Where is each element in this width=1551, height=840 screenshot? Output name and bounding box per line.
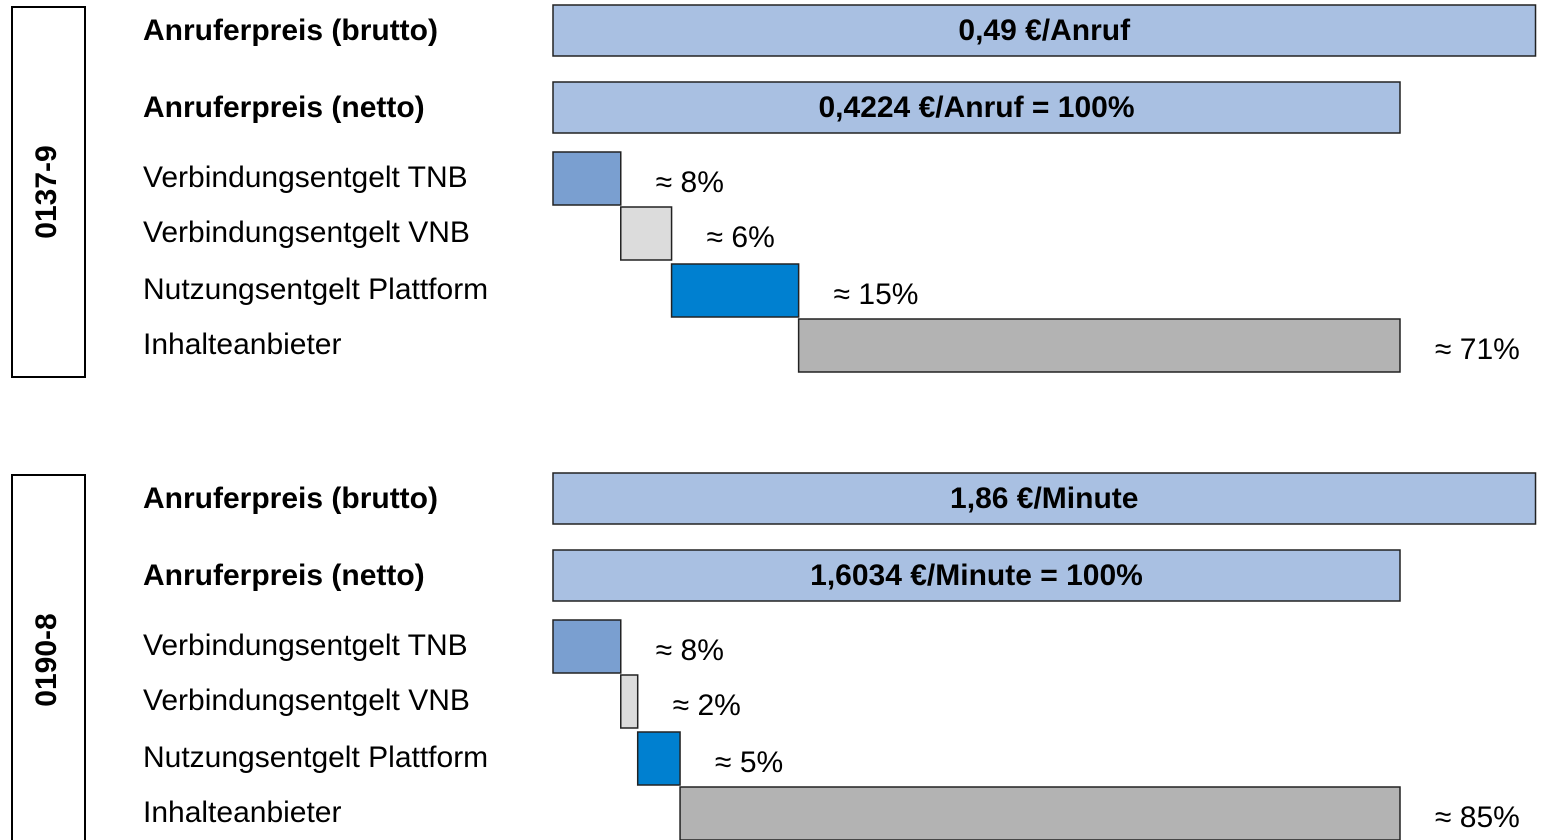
total-name: Anruferpreis (brutto): [143, 14, 438, 47]
category-label: Verbindungsentgelt TNB: [143, 629, 468, 662]
category-label: Nutzungsentgelt Plattform: [143, 273, 488, 306]
category-label: Inhalteanbieter: [143, 796, 342, 829]
total-label: 0,4224 €/Anruf = 100%: [818, 91, 1134, 124]
value-label: ≈ 5%: [715, 746, 783, 779]
segment: [620, 674, 639, 729]
total-label: 1,86 €/Minute: [950, 482, 1138, 515]
total-label: 1,6034 €/Minute = 100%: [810, 559, 1143, 592]
value-label: ≈ 2%: [673, 689, 741, 722]
total-name: Anruferpreis (brutto): [143, 482, 438, 515]
segment: [552, 151, 622, 206]
value-label: ≈ 15%: [834, 278, 919, 311]
category-label: Nutzungsentgelt Plattform: [143, 741, 488, 774]
segment: [552, 619, 622, 674]
group-label: 0137-9: [30, 145, 63, 238]
total-bar: [552, 472, 1537, 525]
total-bar: [552, 4, 1537, 57]
segment: [797, 318, 1401, 373]
value-label: ≈ 85%: [1435, 801, 1520, 834]
total-name: Anruferpreis (netto): [143, 559, 425, 592]
value-label: ≈ 6%: [707, 221, 775, 254]
value-label: ≈ 71%: [1435, 333, 1520, 366]
segment: [620, 206, 673, 261]
category-label: Verbindungsentgelt TNB: [143, 161, 468, 194]
value-label: ≈ 8%: [656, 634, 724, 667]
group-label: 0190-8: [30, 613, 63, 706]
group-box: [11, 474, 86, 840]
segment: [679, 786, 1401, 840]
segment: [670, 263, 800, 318]
value-label: ≈ 8%: [656, 166, 724, 199]
total-name: Anruferpreis (netto): [143, 91, 425, 124]
category-label: Inhalteanbieter: [143, 328, 342, 361]
total-bar: [552, 549, 1401, 602]
total-label: 0,49 €/Anruf: [958, 14, 1131, 47]
segment: [636, 731, 681, 786]
group-box: [11, 6, 86, 378]
total-bar: [552, 81, 1401, 134]
category-label: Verbindungsentgelt VNB: [143, 216, 470, 249]
category-label: Verbindungsentgelt VNB: [143, 684, 470, 717]
